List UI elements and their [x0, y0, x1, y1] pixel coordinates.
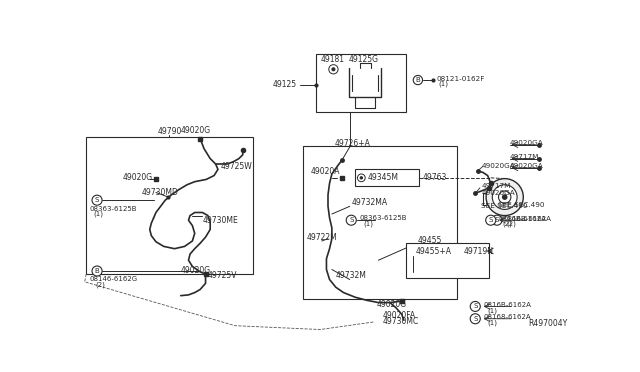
- Circle shape: [492, 215, 502, 225]
- Text: 49020G: 49020G: [377, 301, 407, 310]
- Circle shape: [358, 174, 365, 182]
- Text: (1): (1): [439, 81, 449, 87]
- Text: 0816B-6162A: 0816B-6162A: [499, 216, 547, 222]
- Circle shape: [346, 215, 356, 225]
- Circle shape: [502, 195, 507, 199]
- Text: 49020GA: 49020GA: [510, 140, 544, 146]
- Text: 49717M: 49717M: [481, 183, 511, 189]
- Text: 0816B-6162A: 0816B-6162A: [483, 302, 531, 308]
- Text: 49732M: 49732M: [336, 271, 367, 280]
- Text: (1): (1): [363, 220, 373, 227]
- Text: 49455+A: 49455+A: [415, 247, 452, 256]
- Text: S: S: [349, 217, 353, 223]
- Text: 49181: 49181: [320, 55, 344, 64]
- Text: S: S: [473, 316, 477, 322]
- Text: 49020GA: 49020GA: [510, 163, 544, 169]
- Bar: [355, 169, 419, 186]
- Text: 08121-0162F: 08121-0162F: [436, 76, 485, 81]
- Text: 49455: 49455: [417, 237, 442, 246]
- Text: 49763: 49763: [422, 173, 447, 182]
- Text: (2): (2): [506, 221, 516, 227]
- Text: (1): (1): [487, 319, 497, 326]
- Text: 49020G: 49020G: [180, 266, 211, 275]
- Text: SEE SEC.490: SEE SEC.490: [481, 203, 528, 209]
- Circle shape: [470, 301, 480, 311]
- Circle shape: [329, 65, 338, 74]
- Text: 49717M: 49717M: [510, 154, 540, 160]
- Text: 49020GA: 49020GA: [481, 163, 515, 169]
- Circle shape: [486, 179, 524, 216]
- Circle shape: [360, 177, 362, 179]
- Text: 49020FA: 49020FA: [382, 311, 415, 320]
- Circle shape: [470, 314, 480, 324]
- Text: 49726+A: 49726+A: [334, 139, 370, 148]
- Text: (1): (1): [93, 211, 103, 217]
- Circle shape: [413, 76, 422, 85]
- Text: 49020A: 49020A: [311, 167, 340, 176]
- Text: S: S: [488, 217, 493, 223]
- Text: R497004Y: R497004Y: [528, 319, 567, 328]
- Bar: [316, 54, 406, 112]
- Text: (1): (1): [487, 307, 497, 314]
- Circle shape: [499, 191, 511, 203]
- Text: 08146-6162G: 08146-6162G: [90, 276, 138, 282]
- Text: B: B: [415, 77, 420, 83]
- Text: 49125G: 49125G: [349, 55, 379, 64]
- Text: 49020GA: 49020GA: [481, 190, 515, 196]
- Text: (2): (2): [502, 221, 512, 227]
- Text: 49730MC: 49730MC: [382, 317, 419, 326]
- Text: 49020G: 49020G: [180, 126, 211, 135]
- Text: 0816B-6162A: 0816B-6162A: [503, 216, 551, 222]
- Text: 49020G: 49020G: [123, 173, 153, 182]
- Bar: [86, 137, 253, 274]
- Text: 49125: 49125: [272, 80, 296, 89]
- Text: S: S: [95, 197, 99, 203]
- Circle shape: [486, 215, 496, 225]
- Circle shape: [92, 195, 102, 205]
- Circle shape: [92, 266, 102, 276]
- Text: (2): (2): [95, 282, 106, 288]
- Text: B: B: [95, 268, 99, 274]
- Text: 49722M: 49722M: [307, 232, 337, 242]
- Text: 49719N: 49719N: [463, 247, 493, 256]
- Text: 08363-6125B: 08363-6125B: [90, 206, 137, 212]
- Bar: [406, 243, 489, 278]
- Circle shape: [492, 185, 517, 209]
- Text: 49725W: 49725W: [221, 162, 253, 171]
- Text: 08363-6125B: 08363-6125B: [359, 215, 406, 221]
- Text: 49730MD: 49730MD: [142, 188, 179, 197]
- Text: 49345M: 49345M: [367, 173, 399, 182]
- Text: 49730ME: 49730ME: [202, 216, 238, 225]
- Text: SEE SEC.490: SEE SEC.490: [499, 202, 545, 208]
- Text: 49725V: 49725V: [208, 271, 237, 280]
- Circle shape: [332, 68, 335, 71]
- Text: 08168-6162A: 08168-6162A: [483, 314, 531, 320]
- Text: 49732MA: 49732MA: [351, 198, 387, 207]
- Text: S: S: [495, 217, 499, 223]
- Bar: [303, 146, 457, 299]
- Text: S: S: [473, 304, 477, 310]
- Text: 49790: 49790: [157, 127, 182, 136]
